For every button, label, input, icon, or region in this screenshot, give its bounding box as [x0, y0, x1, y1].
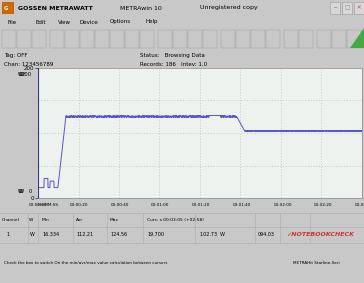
Bar — [347, 30, 361, 48]
Text: 00:02:20: 00:02:20 — [314, 203, 332, 207]
Text: Min: Min — [42, 218, 50, 222]
Text: □: □ — [344, 5, 350, 10]
Bar — [140, 30, 154, 48]
Text: 124.56: 124.56 — [110, 233, 127, 237]
Text: W: W — [19, 72, 24, 77]
Text: METRAHit Starline-Seri: METRAHit Starline-Seri — [293, 261, 340, 265]
Text: View: View — [58, 20, 71, 25]
Text: 00:00:20: 00:00:20 — [70, 203, 88, 207]
Text: Status:   Browsing Data: Status: Browsing Data — [140, 53, 205, 57]
Bar — [50, 30, 64, 48]
Bar — [236, 30, 250, 48]
Text: 0: 0 — [29, 189, 32, 194]
Text: 1: 1 — [6, 233, 9, 237]
Text: Unregistered copy: Unregistered copy — [200, 5, 258, 10]
Text: Tag: OFF: Tag: OFF — [4, 53, 28, 57]
Bar — [354, 2, 364, 14]
Text: W: W — [29, 218, 33, 222]
Bar — [221, 30, 235, 48]
Text: 112.21: 112.21 — [76, 233, 93, 237]
Text: 00:02:00: 00:02:00 — [273, 203, 292, 207]
Text: 102.73  W: 102.73 W — [200, 233, 225, 237]
Bar — [125, 30, 139, 48]
Bar — [362, 30, 364, 48]
Text: 00:00:40: 00:00:40 — [110, 203, 129, 207]
Polygon shape — [350, 28, 364, 48]
Text: 00:01:40: 00:01:40 — [233, 203, 251, 207]
Bar — [2, 30, 16, 48]
Text: HH:MM:SS: HH:MM:SS — [38, 203, 59, 207]
Text: 19.700: 19.700 — [147, 233, 164, 237]
Bar — [251, 30, 265, 48]
Text: 00:02:40: 00:02:40 — [355, 203, 364, 207]
Text: 094.03: 094.03 — [258, 233, 275, 237]
Text: Max: Max — [110, 218, 119, 222]
Text: METRAwin 10: METRAwin 10 — [120, 5, 162, 10]
Text: Check the box to switch On the min/avr/max value calculation between cursors: Check the box to switch On the min/avr/m… — [4, 261, 167, 265]
Bar — [299, 30, 313, 48]
Text: GOSSEN METRAWATT: GOSSEN METRAWATT — [18, 5, 93, 10]
Text: W: W — [18, 72, 23, 77]
Bar — [110, 30, 124, 48]
Bar — [32, 30, 46, 48]
Bar — [203, 30, 217, 48]
Text: W: W — [30, 233, 35, 237]
Text: Edit: Edit — [35, 20, 46, 25]
Bar — [173, 30, 187, 48]
Text: 00:01:00: 00:01:00 — [151, 203, 169, 207]
Text: ✕: ✕ — [357, 5, 361, 10]
Bar — [158, 30, 172, 48]
Bar — [266, 30, 280, 48]
Bar — [17, 30, 31, 48]
Text: ✓NOTEBOOKCHECK: ✓NOTEBOOKCHECK — [286, 233, 354, 237]
Bar — [2, 2, 14, 14]
Text: 00:01:20: 00:01:20 — [192, 203, 210, 207]
Text: Device: Device — [80, 20, 99, 25]
Text: 00:00:00: 00:00:00 — [29, 203, 47, 207]
Bar — [330, 2, 340, 14]
Text: G: G — [4, 5, 8, 10]
Bar — [65, 30, 79, 48]
Bar — [284, 30, 298, 48]
Text: Curs: s 00:03:05 (+02:58): Curs: s 00:03:05 (+02:58) — [147, 218, 204, 222]
Bar — [188, 30, 202, 48]
Text: File: File — [8, 20, 17, 25]
Text: ─: ─ — [333, 5, 337, 10]
Text: 200: 200 — [22, 72, 32, 77]
Text: Chan: 123456789: Chan: 123456789 — [4, 61, 54, 67]
Text: Options: Options — [110, 20, 131, 25]
Bar — [342, 2, 352, 14]
Text: Channel: Channel — [2, 218, 20, 222]
Text: W: W — [19, 189, 24, 194]
Bar — [80, 30, 94, 48]
Text: 16.334: 16.334 — [42, 233, 59, 237]
Text: Records: 186   Intev: 1.0: Records: 186 Intev: 1.0 — [140, 61, 207, 67]
Text: Avr: Avr — [76, 218, 83, 222]
Bar — [317, 30, 331, 48]
Text: W: W — [18, 189, 23, 194]
Bar — [95, 30, 109, 48]
Bar — [332, 30, 346, 48]
Text: Help: Help — [145, 20, 158, 25]
